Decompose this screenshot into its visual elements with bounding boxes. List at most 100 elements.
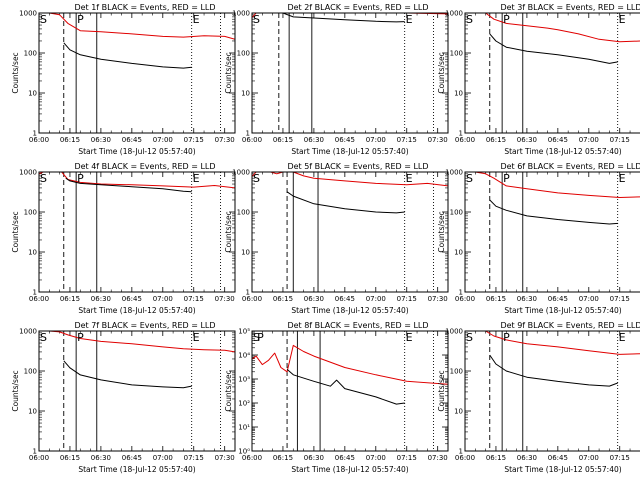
- y-tick-label: 1000: [445, 10, 463, 18]
- x-tick-label: 07:30: [215, 454, 235, 462]
- series-line-lld: [39, 13, 235, 40]
- plot-frame: [251, 330, 449, 452]
- panel-2: Det 2f BLACK = Events, RED = LLD Counts/s…: [224, 3, 449, 156]
- y-axis-label: Counts/sec: [11, 211, 20, 252]
- y-tick-label: 1: [33, 448, 37, 456]
- x-tick-label: 07:30: [428, 454, 448, 462]
- x-tick-label: 06:30: [91, 295, 111, 303]
- marker-label: P: [257, 331, 264, 344]
- y-tick-label: 1000: [19, 328, 37, 336]
- series-line-lld: [39, 331, 235, 353]
- x-axis-label: Start Time (18-Jul-12 05:57:40): [504, 147, 621, 156]
- marker-label: E: [619, 13, 626, 26]
- x-tick-label: 06:00: [29, 136, 49, 144]
- y-tick-label: 10¹: [238, 424, 250, 432]
- y-tick-label: 1000: [19, 10, 37, 18]
- x-axis-label: Start Time (18-Jul-12 05:57:40): [291, 147, 408, 156]
- x-tick-label: 06:45: [335, 454, 355, 462]
- x-tick-label: 06:15: [60, 295, 80, 303]
- x-tick-label: 07:15: [397, 295, 417, 303]
- marker-label: E: [193, 13, 200, 26]
- marker-label: P: [503, 13, 510, 26]
- x-tick-label: 07:30: [428, 295, 448, 303]
- marker-label: S: [466, 172, 473, 185]
- marker-label: E: [619, 331, 626, 344]
- marker-label: E: [193, 172, 200, 185]
- x-tick-label: 06:45: [335, 295, 355, 303]
- series-line-events: [286, 191, 405, 214]
- panel-4: Det 4f BLACK = Events, RED = LLD Counts/s…: [11, 162, 236, 315]
- y-tick-label: 10: [454, 408, 463, 416]
- panel-6: Det 6f BLACK = Events, RED = LLD Counts/s…: [437, 162, 640, 315]
- series-group: [465, 172, 640, 225]
- y-axis-label: Counts/sec: [11, 370, 20, 411]
- x-tick-label: 06:45: [335, 136, 355, 144]
- x-tick-label: 07:00: [153, 454, 173, 462]
- x-tick-label: 06:45: [122, 454, 142, 462]
- plot-frame: [251, 171, 449, 293]
- x-tick-label: 07:15: [184, 136, 204, 144]
- y-tick-label: 1: [246, 289, 250, 297]
- x-tick-label: 06:15: [60, 454, 80, 462]
- x-tick-label: 06:00: [242, 454, 262, 462]
- y-tick-label: 100: [237, 209, 250, 217]
- y-axis-label: Counts/sec: [224, 211, 233, 252]
- y-tick-label: 1: [459, 130, 463, 138]
- y-tick-label: 10⁴: [238, 352, 250, 360]
- panel-1: Det 1f BLACK = Events, RED = LLD Counts/s…: [11, 3, 236, 156]
- y-tick-label: 1000: [19, 169, 37, 177]
- x-tick-label: 06:00: [455, 136, 475, 144]
- x-tick-label: 06:15: [486, 295, 506, 303]
- y-axis-label: Counts/sec: [224, 370, 233, 411]
- y-tick-label: 10: [241, 90, 250, 98]
- x-tick-label: 06:30: [517, 136, 537, 144]
- x-tick-label: 06:00: [455, 295, 475, 303]
- y-axis-label: Counts/sec: [11, 52, 20, 93]
- x-tick-label: 07:15: [184, 454, 204, 462]
- marker-label: P: [77, 172, 84, 185]
- y-tick-label: 100: [450, 209, 463, 217]
- x-tick-label: 06:45: [548, 136, 568, 144]
- panel-title: Det 7f BLACK = Events, RED = LLD: [74, 321, 215, 330]
- series-group: [465, 13, 640, 64]
- x-tick-label: 07:00: [366, 295, 386, 303]
- y-tick-label: 10: [454, 90, 463, 98]
- x-tick-label: 06:15: [273, 295, 293, 303]
- y-axis-label: Counts/sec: [437, 370, 446, 411]
- panel-title: Det 3f BLACK = Events, RED = LLD: [500, 3, 640, 12]
- marker-label: P: [503, 172, 510, 185]
- x-tick-label: 07:15: [397, 454, 417, 462]
- plot-frame: [38, 12, 236, 134]
- series-line-events: [489, 199, 618, 225]
- series-line-events: [489, 33, 618, 64]
- x-tick-label: 06:45: [548, 295, 568, 303]
- series-group: [252, 172, 448, 214]
- series-group: [252, 13, 448, 23]
- marker-label: S: [466, 13, 473, 26]
- y-tick-label: 10³: [238, 376, 250, 384]
- x-tick-label: 06:30: [517, 454, 537, 462]
- x-tick-label: 06:00: [242, 136, 262, 144]
- series-group: [39, 172, 235, 193]
- series-line-lld: [465, 331, 640, 355]
- marker-label: S: [40, 331, 47, 344]
- x-tick-label: 06:30: [91, 454, 111, 462]
- marker-label: E: [406, 172, 413, 185]
- marker-label: S: [253, 13, 260, 26]
- marker-label: S: [40, 172, 47, 185]
- series-group: [465, 331, 640, 387]
- y-axis-label: Counts/sec: [437, 52, 446, 93]
- panel-title: Det 9f BLACK = Events, RED = LLD: [500, 321, 640, 330]
- y-axis-label: Counts/sec: [437, 211, 446, 252]
- series-line-events: [278, 13, 405, 23]
- marker-label: E: [619, 172, 626, 185]
- y-tick-label: 100: [24, 209, 37, 217]
- y-tick-label: 1000: [445, 328, 463, 336]
- y-tick-label: 1000: [232, 169, 250, 177]
- series-line-events: [65, 177, 192, 193]
- x-tick-label: 06:30: [304, 136, 324, 144]
- plot-frame: [38, 330, 236, 452]
- x-axis-label: Start Time (18-Jul-12 05:57:40): [78, 465, 195, 474]
- marker-label: P: [77, 13, 84, 26]
- series-group: [252, 344, 448, 405]
